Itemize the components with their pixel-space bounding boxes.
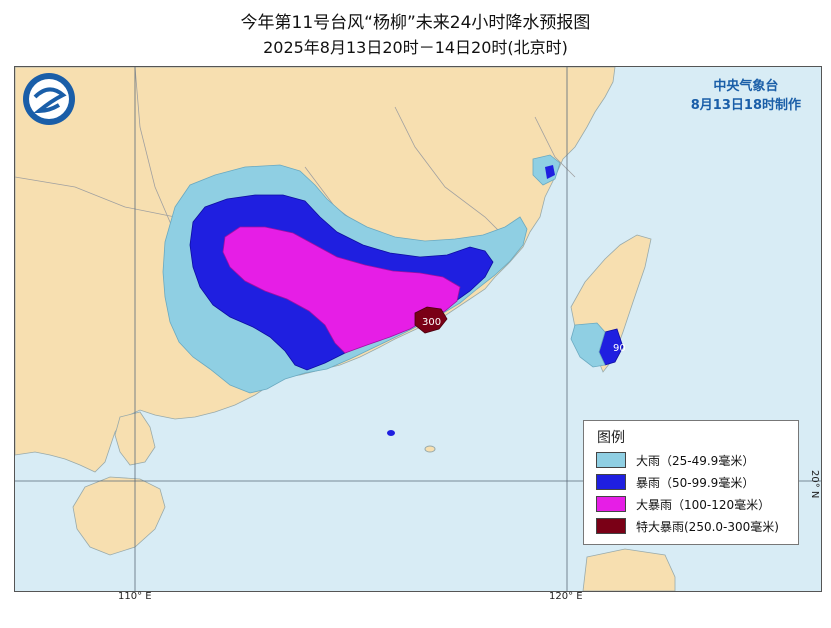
legend-swatch	[596, 518, 626, 534]
legend-label: 大雨（25-49.9毫米）	[636, 453, 755, 468]
legend-item-heavy-rainstorm: 大暴雨（100-120毫米）	[596, 495, 770, 513]
legend-label: 特大暴雨(250.0-300毫米)	[636, 519, 779, 534]
legend-swatch	[596, 474, 626, 490]
map-canvas: 300 90	[15, 67, 821, 591]
luzon-land	[582, 548, 676, 591]
legend-label: 暴雨（50-99.9毫米）	[636, 475, 755, 490]
small-islands	[387, 430, 436, 453]
agency-block: 中央气象台 8月13日18时制作	[691, 77, 801, 115]
legend-label: 大暴雨（100-120毫米）	[636, 497, 771, 512]
fujian-rainstorm-spot	[545, 165, 555, 179]
map-title: 今年第11号台风“杨柳”未来24小时降水预报图	[240, 13, 591, 33]
legend-swatch	[596, 452, 626, 468]
issue-time: 8月13日18时制作	[690, 98, 801, 113]
legend: 图例 大雨（25-49.9毫米） 暴雨（50-99.9毫米） 大暴雨（100-1…	[583, 420, 799, 545]
lon-label-110: 110° E	[118, 591, 152, 602]
legend-item-rainstorm: 暴雨（50-99.9毫米）	[596, 473, 754, 491]
agency-name: 中央气象台	[713, 79, 779, 94]
cma-logo	[23, 73, 75, 125]
max-rain-label-taiwan: 90	[613, 343, 626, 354]
hainan-island	[72, 476, 166, 556]
legend-item-heavy-rain: 大雨（25-49.9毫米）	[596, 451, 754, 469]
lon-label-120: 120° E	[549, 591, 583, 602]
map-frame: 300 90 中央气象台 8月13日18时制作 图例 大雨（25-49.9毫米）…	[14, 66, 822, 592]
max-rain-label-guangdong: 300	[422, 317, 441, 328]
rain-area-extreme	[414, 306, 448, 334]
legend-swatch	[596, 496, 626, 512]
lat-label-20: 20° N	[809, 470, 820, 499]
taiwan-heavy-rain	[570, 322, 606, 368]
map-subtitle: 2025年8月13日20时－14日20时(北京时)	[263, 38, 568, 57]
legend-title: 图例	[597, 430, 625, 446]
legend-item-extreme-rainstorm: 特大暴雨(250.0-300毫米)	[596, 517, 779, 535]
